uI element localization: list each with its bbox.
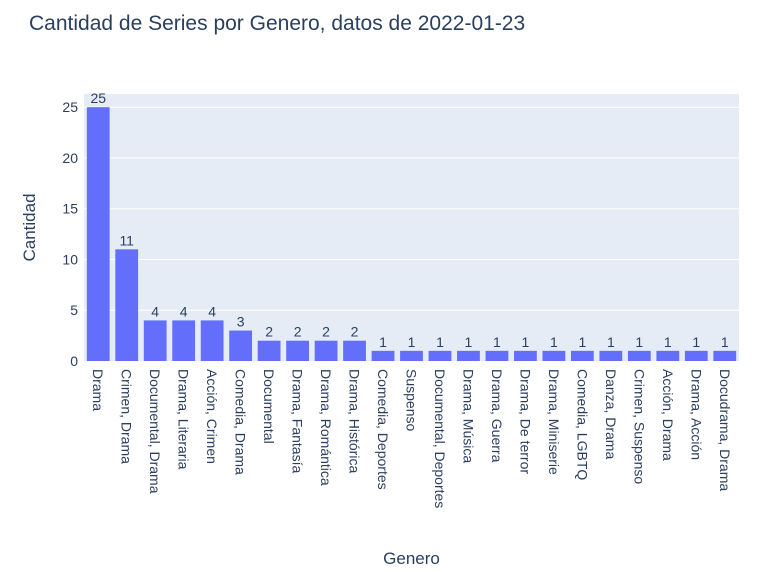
x-tick-label: Drama, Acción <box>688 369 704 460</box>
bar <box>257 340 281 361</box>
data-label: 1 <box>408 334 416 350</box>
data-label: 2 <box>265 324 273 340</box>
x-tick-label: Drama, Guerra <box>489 369 505 463</box>
y-tick-label: 15 <box>62 201 78 217</box>
x-tick-label: Suspenso <box>404 369 420 431</box>
data-label: 11 <box>119 232 134 248</box>
bar <box>485 350 509 361</box>
bar <box>428 350 452 361</box>
data-label: 1 <box>550 334 558 350</box>
bar <box>86 107 110 361</box>
bar <box>200 320 224 361</box>
data-label: 4 <box>151 303 159 319</box>
data-label: 1 <box>436 334 444 350</box>
y-axis-ticks: 0 5 10 15 20 25 <box>62 99 78 369</box>
data-label: 4 <box>208 303 216 319</box>
x-tick-label: Documental, Drama <box>147 369 163 494</box>
data-label: 1 <box>692 334 700 350</box>
x-tick-label: Drama, De terror <box>517 369 533 474</box>
x-tick-label: Drama, Miniserie <box>546 369 562 475</box>
y-tick-label: 0 <box>70 353 78 369</box>
x-tick-label: Acción, Crimen <box>204 369 220 464</box>
x-axis-title: Genero <box>383 549 440 568</box>
x-tick-label: Comedia, Deportes <box>375 369 391 490</box>
data-label: 2 <box>322 324 330 340</box>
data-label: 2 <box>294 324 302 340</box>
x-tick-label: Documental <box>261 369 277 444</box>
data-label: 1 <box>664 334 672 350</box>
bar <box>314 340 338 361</box>
bar <box>570 350 594 361</box>
bar <box>656 350 680 361</box>
gridlines <box>84 106 739 311</box>
x-tick-label: Crimen, Drama <box>119 369 135 464</box>
bar <box>514 350 537 361</box>
data-label: 1 <box>721 334 729 350</box>
y-axis-title: Cantidad <box>20 193 39 261</box>
x-tick-label: Drama, Música <box>460 369 476 463</box>
x-tick-label: Docudrama, Drama <box>717 369 733 491</box>
bar <box>371 350 395 361</box>
x-tick-label: Comedia, LGBTQ <box>574 369 590 480</box>
x-tick-label: Acción, Drama <box>660 369 676 461</box>
data-label: 1 <box>607 334 615 350</box>
x-tick-label: Drama, Romántica <box>318 369 334 486</box>
bar <box>599 350 623 361</box>
plot-area <box>84 94 739 361</box>
x-tick-label: Danza, Drama <box>603 369 619 459</box>
x-tick-label: Crimen, Suspenso <box>631 369 647 484</box>
bars <box>86 107 737 361</box>
chart-title: Cantidad de Series por Genero, datos de … <box>29 12 526 35</box>
bar <box>229 330 253 361</box>
data-label: 3 <box>237 314 245 330</box>
y-tick-label: 5 <box>70 302 78 318</box>
bar <box>713 350 737 361</box>
bar <box>684 350 708 361</box>
bar <box>627 350 651 361</box>
data-label: 4 <box>180 303 188 319</box>
y-tick-label: 20 <box>62 150 78 166</box>
data-label: 1 <box>635 334 643 350</box>
x-tick-label: Drama <box>90 369 106 411</box>
data-label: 1 <box>379 334 387 350</box>
x-tick-label: Drama, Literaria <box>176 369 192 470</box>
y-tick-label: 25 <box>62 99 78 115</box>
data-label: 1 <box>465 334 473 350</box>
data-label: 25 <box>90 90 106 106</box>
data-label: 1 <box>522 334 530 350</box>
bar <box>343 340 366 361</box>
x-tick-label: Documental, Deportes <box>432 369 448 508</box>
x-tick-label: Drama, Fantasía <box>290 369 306 473</box>
bar <box>115 249 139 361</box>
data-label: 1 <box>578 334 586 350</box>
bar <box>286 340 309 361</box>
bar <box>400 350 423 361</box>
x-axis-ticks: Drama Crimen, Drama Documental, Drama Drama… <box>90 369 733 508</box>
y-tick-label: 10 <box>62 251 78 267</box>
x-tick-label: Drama, Histórica <box>347 369 363 473</box>
bar <box>172 320 196 361</box>
bar <box>542 350 566 361</box>
x-tick-label: Comedia, Drama <box>233 369 249 475</box>
data-label: 1 <box>493 334 501 350</box>
data-label: 2 <box>351 324 359 340</box>
bar <box>457 350 480 361</box>
bar <box>143 320 167 361</box>
